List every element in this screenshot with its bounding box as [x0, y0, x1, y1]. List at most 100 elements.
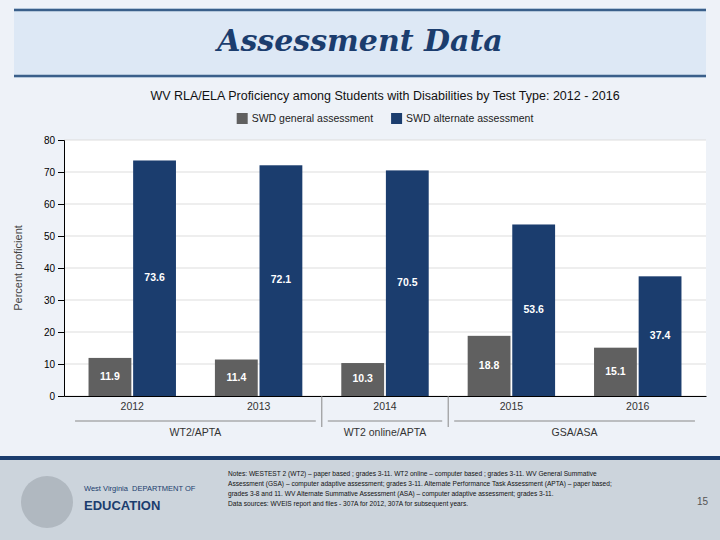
data-label: 53.6: [523, 303, 544, 315]
group-separator: [321, 396, 322, 427]
bar: [512, 224, 555, 396]
bar: [133, 160, 176, 396]
x-axis-line: [65, 396, 707, 397]
group-underline: [75, 421, 316, 422]
y-tick: 30: [44, 295, 64, 306]
group-underline: [454, 421, 695, 422]
y-tick-label: 40: [44, 263, 56, 274]
group-label: GSA/ASA: [552, 426, 598, 438]
bar: [594, 348, 637, 396]
data-label: 11.9: [100, 370, 120, 382]
group-label: WT2/APTA: [170, 426, 222, 438]
y-tick: 80: [44, 135, 64, 146]
group-label: WT2 online/APTA: [344, 426, 427, 438]
bar: [468, 336, 511, 396]
data-label: 73.6: [144, 271, 165, 283]
legend-swatch: [391, 113, 402, 124]
x-tick-label: 2014: [373, 400, 397, 412]
y-tick-label: 0: [49, 391, 55, 402]
data-label: 37.4: [650, 329, 671, 341]
group-underline: [328, 421, 442, 422]
y-tick-mark: [58, 172, 64, 173]
x-tick: 2015: [500, 400, 524, 412]
y-tick-label: 10: [44, 359, 56, 370]
data-label: 70.5: [397, 276, 418, 288]
data-label: 15.1: [605, 365, 626, 377]
x-tick-label: 2012: [121, 400, 145, 412]
y-axis-title: Percent proficient: [12, 225, 24, 311]
legend-item: SWD general assessment: [237, 112, 373, 124]
group-separator: [448, 396, 449, 427]
y-tick: 70: [44, 167, 64, 178]
page-number: 15: [697, 496, 709, 507]
data-label: 10.3: [352, 372, 373, 384]
legend-swatch: [237, 113, 248, 124]
y-tick-mark: [58, 364, 64, 365]
header-border: [14, 75, 706, 78]
y-tick-label: 50: [44, 231, 56, 242]
legend-label: SWD alternate assessment: [406, 112, 533, 124]
x-tick: 2013: [247, 400, 271, 412]
y-tick: 40: [44, 263, 64, 274]
y-axis-line: [58, 141, 65, 397]
y-tick-mark: [58, 236, 64, 237]
y-tick-label: 30: [44, 295, 56, 306]
bar: [386, 170, 429, 396]
y-tick-label: 80: [44, 135, 56, 146]
bar: [215, 360, 258, 396]
category-groups: WT2/APTA WT2 online/APTA GSA/ASA: [75, 396, 695, 438]
x-tick: 2014: [373, 400, 397, 412]
bar: [260, 165, 303, 396]
y-tick-label: 70: [44, 167, 56, 178]
y-tick-mark: [58, 332, 64, 333]
data-label: 18.8: [479, 359, 500, 371]
data-label: 72.1: [271, 273, 292, 285]
header-background: [14, 8, 706, 78]
bar: [639, 276, 682, 396]
bar: [341, 363, 384, 396]
x-tick-label: 2016: [626, 400, 650, 412]
grid: [64, 140, 706, 396]
footer-border: [0, 456, 720, 460]
legend-label: SWD general assessment: [252, 112, 373, 124]
legend: SWD general assessment SWD alternate asse…: [237, 112, 534, 124]
chart-title: WV RLA/ELA Proficiency among Students wi…: [150, 89, 619, 103]
logo-text: West Virginia DEPARTMENT OF: [84, 484, 196, 493]
page-background: [0, 0, 720, 540]
header-title: Assessment Data: [214, 23, 503, 58]
plot-background: [64, 140, 706, 396]
legend-item: SWD alternate assessment: [391, 112, 533, 124]
grid-line: [64, 140, 706, 141]
notes-line: Notes: WESTEST 2 (WT2) – paper based ; g…: [228, 470, 597, 478]
header-border: [14, 9, 706, 12]
y-tick-mark: [58, 140, 64, 141]
bars: [89, 160, 682, 396]
y-tick: 20: [44, 327, 64, 338]
logo-text: EDUCATION: [84, 498, 160, 513]
y-tick-mark: [58, 396, 64, 397]
data-labels: 11.9 11.4 10.3 18.8 15.1 73.6 72.1 70.5 53.6 37.4: [100, 271, 670, 384]
y-tick: 0: [49, 391, 64, 402]
notes-line: Data sources: WVEIS report and files - 3…: [228, 500, 468, 508]
notes: Notes: WESTEST 2 (WT2) – paper based ; g…: [228, 470, 612, 508]
y-tick: 50: [44, 231, 64, 242]
notes-line: grades 3-8 and 11. WV Alternate Summativ…: [228, 490, 554, 498]
x-tick-label: 2013: [247, 400, 271, 412]
y-tick-mark: [58, 204, 64, 205]
y-axis: 0 10 20 30 40 50 60 70 80: [44, 135, 65, 402]
y-tick: 10: [44, 359, 64, 370]
y-tick: 60: [44, 199, 64, 210]
logo-placeholder: [21, 476, 73, 528]
x-tick-label: 2015: [500, 400, 524, 412]
x-axis: 2012 2013 2014 2015 2016: [65, 397, 707, 413]
x-tick: 2016: [626, 400, 650, 412]
y-tick-mark: [58, 300, 64, 301]
notes-line: Assessment (GSA) – computer adaptive ass…: [228, 480, 612, 488]
data-label: 11.4: [226, 371, 246, 383]
y-tick-label: 60: [44, 199, 56, 210]
page: Assessment Data WV RLA/ELA Proficiency am…: [0, 0, 720, 540]
bar: [89, 358, 132, 396]
x-tick: 2012: [121, 400, 145, 412]
footer-background: [0, 456, 720, 540]
y-tick-mark: [58, 268, 64, 269]
